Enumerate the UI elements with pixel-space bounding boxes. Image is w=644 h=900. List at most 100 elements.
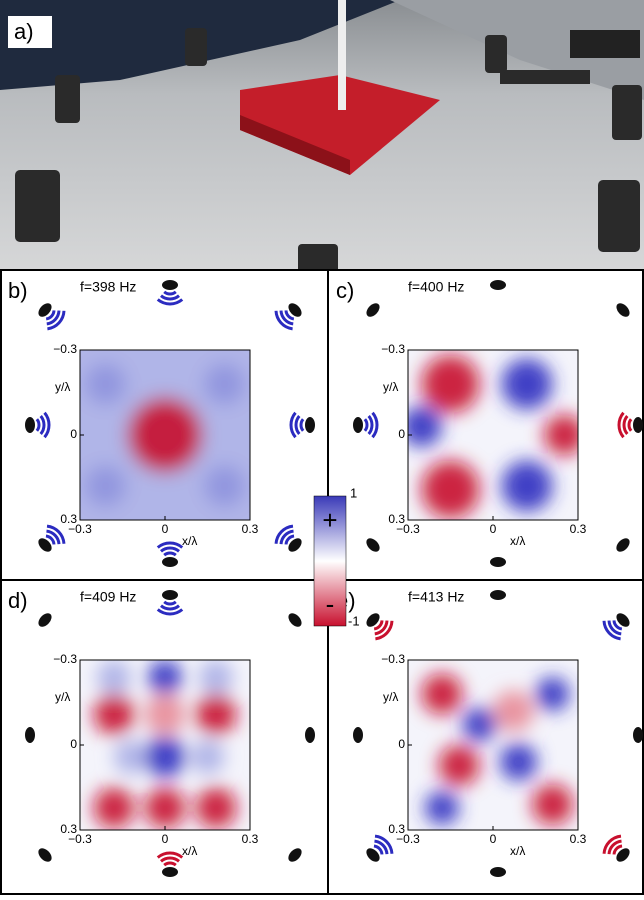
sound-wave — [163, 551, 177, 557]
sound-wave — [279, 310, 294, 326]
heatmap — [80, 350, 250, 520]
y-axis-label: y/λ — [55, 380, 70, 394]
sound-wave — [373, 844, 384, 855]
y-axis-label: y/λ — [383, 380, 398, 394]
y-tick-label: 0 — [398, 737, 405, 751]
heatmap-blob — [144, 736, 186, 778]
y-tick-label: −0.3 — [53, 652, 77, 666]
sound-wave — [163, 861, 177, 867]
sound-wave — [607, 620, 622, 636]
panel: c) f=400 Hz −0.3 −0.3 0 0 0.3 0.3 y/λ x/λ — [336, 278, 643, 567]
heatmap-blob — [438, 745, 480, 786]
heatmap-blob — [425, 790, 459, 825]
heatmap-blob — [144, 787, 186, 829]
sound-wave — [607, 839, 622, 855]
sound-wave — [46, 310, 61, 326]
heatmap-blobs — [93, 660, 237, 829]
frequency: f=409 Hz — [80, 589, 136, 605]
speaker — [288, 613, 302, 627]
photo-cans-side — [240, 115, 350, 175]
speaker — [490, 280, 506, 290]
heatmap-blob — [144, 694, 186, 735]
x-tick-label: 0 — [162, 522, 169, 536]
heatmap-blob — [532, 784, 573, 825]
speaker — [38, 613, 52, 627]
speaker — [305, 727, 315, 743]
heatmap-blobs — [80, 350, 250, 520]
heatmap-blobs — [408, 355, 578, 519]
sound-wave — [160, 604, 180, 611]
heatmap-blob — [501, 358, 553, 410]
sound-wave — [274, 524, 294, 544]
sound-wave — [160, 546, 180, 553]
heatmap-field — [408, 355, 578, 519]
sound-wave — [274, 310, 293, 331]
sound-wave — [163, 600, 177, 606]
sound-wave — [46, 524, 66, 544]
sound-wave — [374, 834, 394, 854]
panel-label: a) — [14, 19, 34, 44]
speaker — [305, 417, 315, 433]
heatmap-blob — [204, 465, 245, 507]
heatmap-blob — [421, 673, 463, 715]
panel-label: d) — [8, 588, 28, 613]
x-tick-label: 0 — [490, 832, 497, 846]
speaker — [288, 538, 302, 552]
sound-wave — [294, 415, 301, 435]
speaker — [490, 867, 506, 877]
heatmap-field — [93, 660, 237, 829]
sound-wave — [374, 839, 389, 855]
heatmap-blob — [535, 677, 570, 711]
sound-wave — [35, 418, 41, 432]
heatmap-blob — [204, 363, 245, 405]
sound-wave — [160, 294, 180, 301]
photo-speaker — [55, 75, 80, 123]
y-tick-label: 0 — [398, 427, 405, 441]
x-tick-label: −0.3 — [68, 832, 92, 846]
speaker — [353, 727, 363, 743]
speaker — [353, 417, 363, 433]
speaker — [616, 613, 630, 627]
colorbar-plus: + — [322, 505, 337, 535]
heatmap-blobs — [421, 673, 573, 825]
x-axis-label: x/λ — [182, 844, 197, 858]
heatmap-blob — [195, 694, 237, 735]
x-axis-label: x/λ — [510, 534, 525, 548]
sound-wave — [612, 844, 623, 855]
y-tick-label: −0.3 — [381, 652, 405, 666]
heatmap-blob — [544, 414, 578, 456]
speaker — [38, 303, 52, 317]
sound-wave — [612, 620, 623, 631]
heatmap-blob — [199, 660, 233, 694]
sound-wave — [602, 620, 621, 641]
y-tick-label: 0 — [70, 737, 77, 751]
y-tick-label: −0.3 — [53, 342, 77, 356]
speaker — [288, 303, 302, 317]
heatmap-blob — [85, 363, 126, 405]
sound-wave — [627, 418, 633, 432]
speaker — [38, 848, 52, 862]
heatmap-field — [80, 350, 250, 520]
x-axis-label: x/λ — [182, 534, 197, 548]
sound-wave — [45, 534, 56, 545]
sound-wave — [156, 541, 184, 549]
sound-wave — [374, 620, 389, 636]
panel-label: c) — [336, 278, 354, 303]
sound-wave — [363, 418, 369, 432]
heatmap — [408, 660, 578, 830]
y-tick-label: 0.3 — [60, 512, 77, 526]
y-tick-label: 0.3 — [388, 822, 405, 836]
x-tick-label: −0.3 — [68, 522, 92, 536]
speaker — [366, 538, 380, 552]
heatmap-blob — [421, 460, 480, 519]
heatmap-blob — [127, 397, 203, 473]
photo-speaker — [598, 180, 640, 252]
x-tick-label: −0.3 — [396, 832, 420, 846]
y-axis-label: y/λ — [55, 690, 70, 704]
colorbar: +-1-1 — [313, 485, 360, 628]
heatmap-blob — [493, 690, 534, 732]
sound-wave — [622, 415, 629, 435]
speaker — [616, 538, 630, 552]
sound-wave — [160, 856, 180, 863]
